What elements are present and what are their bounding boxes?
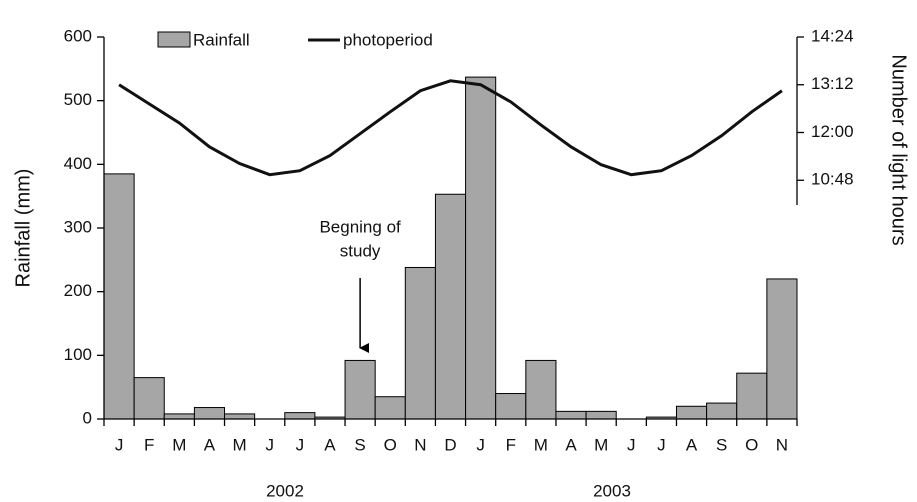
bar xyxy=(706,402,738,420)
bar xyxy=(404,266,436,420)
annotation: study xyxy=(340,241,381,260)
x-tick-label: J xyxy=(265,435,274,454)
bar xyxy=(133,377,165,420)
x-tick-label: M xyxy=(594,435,608,454)
x-tick-label: J xyxy=(657,435,666,454)
photoperiod-line xyxy=(118,79,783,177)
x-tick-label: J xyxy=(627,435,636,454)
y2-tick-label: 14:24 xyxy=(811,26,854,45)
legend-swatch xyxy=(157,31,191,48)
x-tick-label: O xyxy=(384,435,397,454)
y-tick-label: 0 xyxy=(83,408,92,427)
bar xyxy=(344,359,376,420)
y-tick-label: 400 xyxy=(64,154,92,173)
bar xyxy=(585,410,617,420)
y-tick-label: 300 xyxy=(64,217,92,236)
x-tick-label: J xyxy=(115,435,124,454)
x-tick-label: S xyxy=(354,435,365,454)
y2-tick-label: 12:00 xyxy=(811,122,854,141)
bar xyxy=(374,396,406,420)
x-tick-label: J xyxy=(296,435,305,454)
legend-label: photoperiod xyxy=(343,30,433,49)
y-tick-label: 100 xyxy=(64,345,92,364)
bar xyxy=(555,410,587,420)
y2-tick-label: 13:12 xyxy=(811,74,854,93)
x-tick-label: M xyxy=(534,435,548,454)
x-tick-label: F xyxy=(144,435,154,454)
annotation: Begning of xyxy=(319,217,401,236)
x-tick-label: S xyxy=(716,435,727,454)
bar xyxy=(736,372,768,420)
x-tick-label: M xyxy=(233,435,247,454)
bar xyxy=(766,278,798,420)
bar xyxy=(224,413,256,420)
bar xyxy=(465,76,497,420)
bar xyxy=(434,193,467,420)
x-tick-label: A xyxy=(204,435,216,454)
y2-axis-title: Number of light hours xyxy=(888,54,910,245)
bar xyxy=(675,405,708,420)
x-tick-label: N xyxy=(414,435,426,454)
bar xyxy=(284,412,316,420)
x-tick-label: M xyxy=(172,435,186,454)
x-tick-label: D xyxy=(444,435,456,454)
bar xyxy=(525,359,557,420)
legend-label: Rainfall xyxy=(193,30,250,49)
bar xyxy=(163,413,195,420)
year-label: 2002 xyxy=(266,481,304,500)
year-label: 2003 xyxy=(593,481,631,500)
y-tick-label: 600 xyxy=(64,26,92,45)
bar xyxy=(495,393,527,420)
x-tick-label: N xyxy=(776,435,788,454)
y2-tick-label: 10:48 xyxy=(811,170,854,189)
y-tick-label: 500 xyxy=(64,90,92,109)
bar xyxy=(193,407,226,420)
x-tick-label: O xyxy=(745,435,758,454)
y-tick-label: 200 xyxy=(64,281,92,300)
x-tick-label: J xyxy=(476,435,485,454)
x-tick-label: A xyxy=(565,435,577,454)
x-tick-label: A xyxy=(324,435,336,454)
x-tick-label: F xyxy=(506,435,516,454)
x-tick-label: A xyxy=(686,435,698,454)
bar xyxy=(103,173,135,420)
y-axis-title: Rainfall (mm) xyxy=(12,169,34,288)
